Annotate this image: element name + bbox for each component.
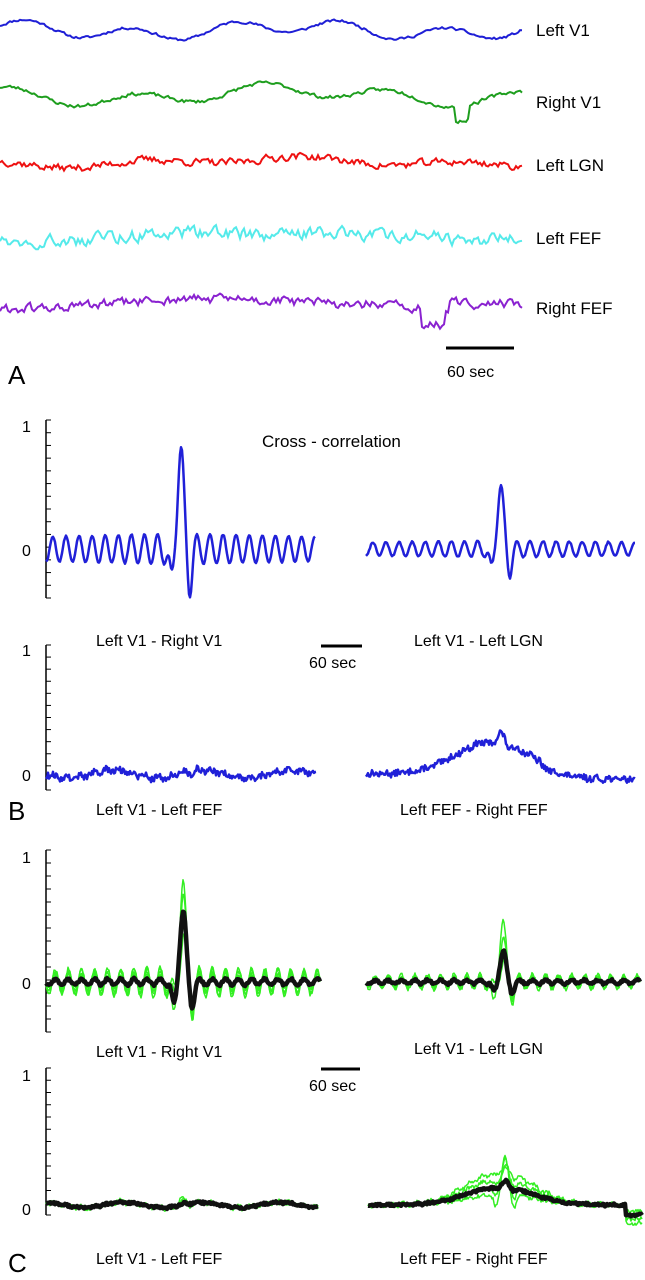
c-pair-label-4: Left FEF - Right FEF	[400, 1251, 548, 1268]
b-pair-label-2: Left V1 - Left LGN	[414, 633, 543, 650]
panel-letter-c: C	[8, 1248, 27, 1278]
panel-a-traces	[0, 18, 523, 331]
c-left-fef-right-fef-individual-3	[368, 1165, 643, 1222]
c-left-fef-right-fef-mean	[366, 1177, 644, 1219]
trace-left-v1	[0, 18, 523, 42]
trace-right-fef	[0, 292, 523, 331]
c-left-v1-left-lgn-individual-4	[365, 958, 641, 999]
panel-letter-b: B	[8, 796, 25, 826]
c-plot-left-fef-right-fef	[366, 1154, 644, 1226]
b-curve-left-v1-left-lgn	[365, 483, 636, 580]
c-left-v1-left-lgn-mean	[364, 948, 643, 997]
b-pair-label-4: Left FEF - Right FEF	[400, 802, 548, 819]
c-pair-label-2: Left V1 - Left LGN	[414, 1041, 543, 1058]
c-plot-left-v1-right-v1	[44, 879, 323, 1021]
c-axis-top	[45, 849, 51, 1033]
b-curve-left-v1-left-fef	[45, 764, 317, 784]
c-bottom-ytick-1: 1	[22, 1068, 31, 1085]
c-bottom-ytick-0: 0	[22, 1202, 31, 1219]
panel-letter-a: A	[8, 360, 26, 390]
chart-title: Cross - correlation	[262, 432, 401, 451]
scale-label-c: 60 sec	[309, 1078, 356, 1095]
c-left-v1-right-v1-mean	[44, 909, 323, 1011]
b-pair-label-1: Left V1 - Right V1	[96, 633, 222, 650]
scale-label-a: 60 sec	[447, 364, 494, 381]
c-left-v1-left-fef-mean	[44, 1198, 320, 1212]
c-left-v1-left-lgn-individual-2	[365, 936, 641, 1003]
b-bottom-ytick-0: 0	[22, 768, 31, 785]
c-plot-left-v1-left-fef	[44, 1195, 320, 1212]
trace-label-right-fef: Right FEF	[536, 299, 613, 318]
trace-left-fef	[0, 223, 523, 251]
b-plot-left-v1-left-fef	[45, 764, 317, 784]
trace-label-left-v1: Left V1	[536, 21, 590, 40]
b-top-ytick-1: 1	[22, 419, 31, 436]
trace-label-left-fef: Left FEF	[536, 229, 601, 248]
c-top-ytick-0: 0	[22, 976, 31, 993]
trace-label-left-lgn: Left LGN	[536, 156, 604, 175]
b-curve-left-fef-right-fef	[364, 729, 636, 784]
b-plot-left-fef-right-fef	[364, 729, 636, 784]
b-plot-left-v1-right-v1	[45, 446, 316, 599]
scale-label-b: 60 sec	[309, 655, 356, 672]
c-plot-left-v1-left-lgn	[364, 918, 643, 1006]
c-left-fef-right-fef-individual-4	[367, 1163, 643, 1226]
c-pair-label-3: Left V1 - Left FEF	[96, 1251, 223, 1268]
b-axis-top	[45, 419, 51, 599]
c-axis-bottom	[45, 1067, 51, 1216]
b-top-ytick-0: 0	[22, 543, 31, 560]
trace-left-lgn	[0, 151, 523, 173]
c-top-ytick-1: 1	[22, 850, 31, 867]
b-curve-left-v1-right-v1	[45, 446, 316, 599]
trace-right-v1	[0, 80, 523, 125]
b-pair-label-3: Left V1 - Left FEF	[96, 802, 223, 819]
b-axis-bottom	[45, 644, 51, 791]
b-plot-left-v1-left-lgn	[365, 483, 636, 580]
c-pair-label-1: Left V1 - Right V1	[96, 1044, 222, 1061]
trace-label-right-v1: Right V1	[536, 93, 601, 112]
b-bottom-ytick-1: 1	[22, 643, 31, 660]
